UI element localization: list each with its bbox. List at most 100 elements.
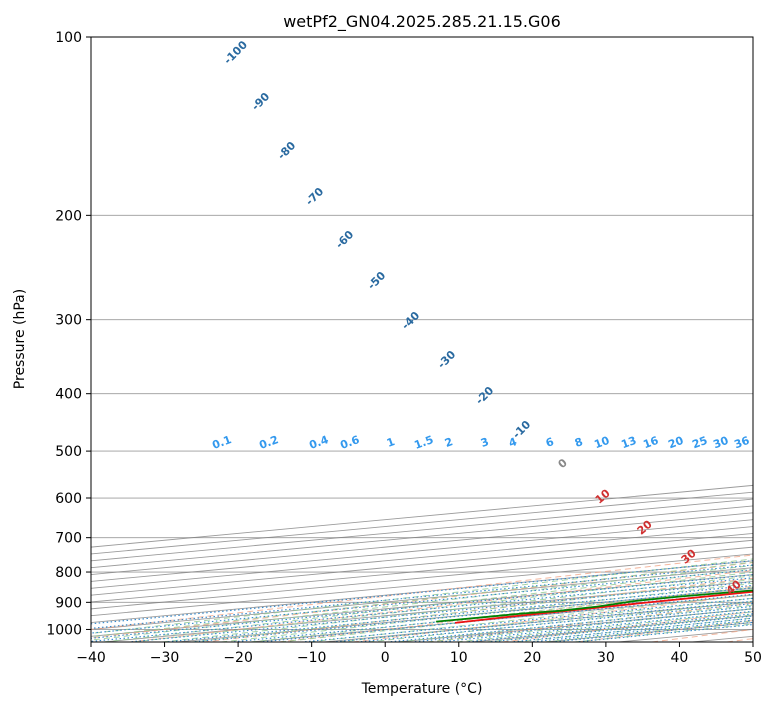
chart-grid — [91, 37, 753, 642]
dry-adiabat-line — [573, 619, 753, 642]
mixing-ratio-label: 30 — [711, 434, 730, 452]
mixing-ratio-label: 13 — [619, 434, 638, 451]
isotherm-line — [91, 498, 753, 562]
isotherm-line — [91, 574, 753, 637]
dry-adiabat-line — [91, 562, 753, 639]
y-tick-label: 700 — [55, 531, 82, 547]
moist-adiabat-line — [162, 575, 753, 642]
mixing-ratio-label: 25 — [690, 434, 709, 451]
isotherm-line — [91, 512, 753, 576]
dry-adiabat-label: -60 — [333, 228, 356, 251]
moist-adiabat-label: 20 — [635, 517, 655, 537]
isotherm-line — [91, 567, 753, 630]
axis-ticks: −40 −30 −20 −10 0 10 20 30 40 5010009008007006005… — [46, 30, 762, 666]
mixing-ratio-label: 4 — [507, 435, 519, 450]
x-tick-label: 0 — [381, 650, 390, 666]
chart-title: wetPf2_GN04.2025.285.21.15.G06 — [283, 12, 561, 32]
mixing-ratio-label: 2 — [443, 435, 455, 450]
x-tick-label: −30 — [150, 650, 180, 666]
plot-frame — [90, 36, 754, 643]
dry-adiabat-label: -90 — [249, 90, 272, 113]
moist-adiabat-line — [397, 604, 753, 642]
isotherm-line — [91, 491, 753, 555]
series-layer — [436, 589, 753, 624]
y-tick-label: 900 — [55, 595, 82, 611]
mixing-ratio-label: 10 — [592, 434, 611, 452]
moist-adiabat-line — [427, 608, 753, 642]
mixing-ratio-line — [432, 610, 753, 642]
isotherm-line — [613, 628, 753, 642]
mixing-ratio-label: 0.1 — [210, 433, 233, 452]
mixing-ratio-label: 0.4 — [307, 433, 330, 452]
dry-adiabat-label: -40 — [399, 309, 422, 332]
mixing-ratio-label: 1.5 — [412, 433, 435, 452]
x-tick-label: 10 — [450, 650, 468, 666]
moist-adiabat-line — [280, 590, 753, 642]
x-axis-label: Temperature (°C) — [361, 681, 483, 697]
temperature-line — [454, 590, 753, 624]
mixing-ratio-line — [382, 605, 753, 642]
moist-adiabat-label: 30 — [679, 546, 699, 566]
mixing-ratio-line — [524, 619, 753, 642]
dry-adiabat-line — [274, 585, 753, 642]
y-tick-label: 1000 — [46, 622, 82, 638]
moist-adiabat-label: 10 — [593, 486, 613, 506]
mixing-ratio-label: 16 — [641, 434, 660, 452]
dry-adiabat-line — [423, 602, 753, 642]
mixing-ratio-label: 8 — [573, 435, 585, 450]
y-tick-label: 100 — [55, 30, 82, 46]
moist-adiabat-line — [132, 571, 753, 642]
dry-adiabat-label: -30 — [435, 348, 458, 371]
dry-adiabat-label: -20 — [473, 384, 496, 407]
isotherm-line — [245, 594, 753, 642]
dry-adiabat-line — [722, 638, 753, 642]
mixing-ratio-label: 1 — [385, 435, 397, 450]
isotherm-line — [91, 560, 753, 624]
isotherm-line — [91, 519, 753, 582]
isotherm-line — [91, 526, 753, 589]
dry-adiabat-label: -50 — [365, 269, 388, 292]
mixing-ratio-line — [91, 560, 753, 625]
isotherm-line — [91, 532, 753, 596]
dry-adiabat-line — [498, 611, 753, 642]
dewpoint-line — [436, 589, 753, 623]
isotherm-line — [91, 539, 753, 603]
moist-adiabat-line — [456, 611, 753, 642]
y-tick-label: 800 — [55, 565, 82, 581]
moist-adiabat-line — [91, 558, 753, 634]
moist-adiabat-line — [574, 623, 753, 642]
mixing-ratio-line — [91, 574, 753, 639]
isotherm-line — [91, 546, 753, 610]
isotherm-line — [172, 587, 753, 642]
moist-adiabat-line — [309, 594, 753, 642]
moist-adiabat-line — [368, 601, 753, 642]
isotherm-line — [91, 505, 753, 569]
moist-adiabat-line — [338, 597, 753, 642]
mixing-ratio-label: 0.2 — [257, 433, 280, 452]
moist-adiabat-line — [544, 620, 753, 642]
dry-adiabat-line — [125, 569, 753, 642]
y-tick-label: 400 — [55, 387, 82, 403]
x-tick-label: 50 — [744, 650, 762, 666]
moist-adiabat-line — [103, 568, 753, 642]
isotherm-line — [91, 553, 753, 617]
mixing-ratio-label: 0.6 — [338, 433, 361, 452]
mixing-ratio-label: 3 — [479, 435, 491, 450]
y-tick-label: 300 — [55, 313, 82, 329]
x-tick-label: −20 — [223, 650, 253, 666]
mixing-ratio-label: 20 — [666, 434, 685, 452]
mixing-ratio-line — [352, 603, 753, 642]
moist-adiabat-label: 0 — [556, 456, 570, 471]
moist-adiabat-line — [91, 564, 753, 641]
isotherm-line — [687, 635, 753, 642]
y-axis-label: Pressure (hPa) — [12, 289, 28, 389]
moist-adiabat-line — [91, 561, 753, 638]
moist-adiabat-line — [515, 617, 753, 642]
x-tick-label: −10 — [297, 650, 327, 666]
mixing-ratio-line — [91, 564, 753, 629]
x-tick-label: 30 — [597, 650, 615, 666]
mixing-ratio-line — [327, 600, 753, 642]
x-tick-label: 40 — [671, 650, 689, 666]
x-tick-label: 20 — [523, 650, 541, 666]
